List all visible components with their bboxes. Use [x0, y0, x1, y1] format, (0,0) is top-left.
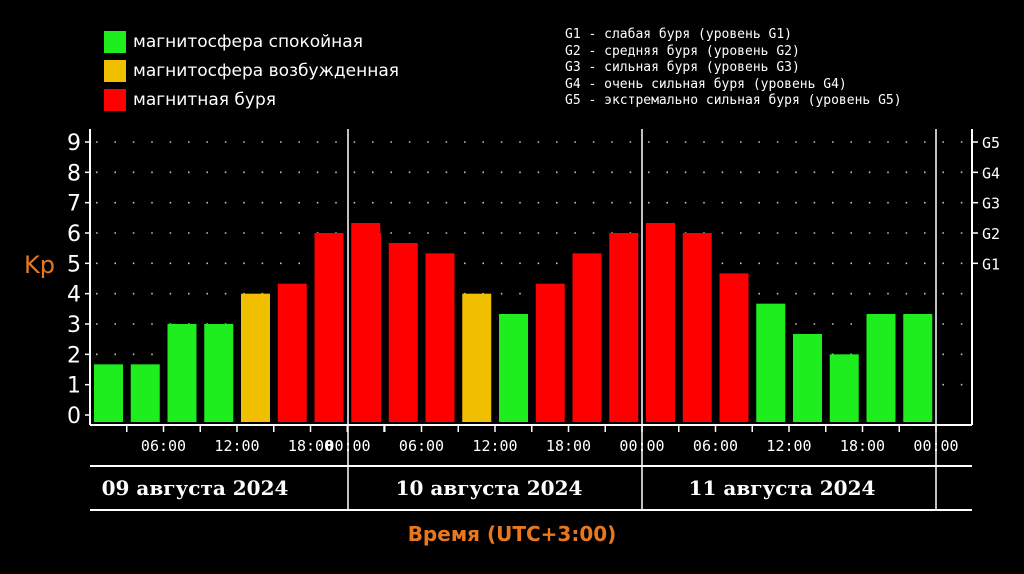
y-tick-label: 1	[67, 374, 81, 399]
storm-level-g4: G4 - очень сильная буря (уровень G4)	[565, 76, 847, 92]
g-level-label: G3	[982, 195, 1000, 213]
kp-bar	[130, 364, 160, 422]
kp-bar	[719, 273, 749, 422]
y-tick-label: 8	[67, 161, 81, 186]
y-tick-label: 6	[67, 222, 81, 247]
y-tick-label: 5	[67, 252, 81, 277]
legend-label-quiet: магнитосфера спокойная	[133, 31, 363, 52]
kp-bar	[94, 364, 123, 422]
storm-level-g5: G5 - экстремально сильная буря (уровень …	[565, 93, 902, 108]
y-tick-label: 2	[67, 343, 81, 368]
x-tick-label: 18:00	[840, 437, 885, 455]
day-label: 09 августа 2024	[102, 476, 289, 500]
legend-item-storm: магнитная буря	[104, 85, 399, 114]
legend-swatch-active	[104, 59, 126, 82]
legend-label-active: магнитосфера возбужденная	[133, 60, 399, 81]
kp-bar	[903, 313, 933, 422]
x-tick-label: 06:00	[399, 437, 444, 455]
y-tick-label: 4	[67, 283, 81, 308]
day-label: 11 августа 2024	[689, 476, 876, 500]
g-level-label: G2	[982, 225, 1000, 243]
kp-bar	[388, 243, 418, 422]
legend-label-storm: магнитная буря	[133, 89, 276, 110]
legend-swatch-storm	[104, 88, 126, 111]
kp-bar	[277, 283, 307, 422]
kp-bar	[829, 354, 859, 422]
storm-level-g2: G2 - средняя буря (уровень G2)	[565, 43, 800, 59]
g-level-label: G1	[982, 255, 1000, 273]
x-tick-label: 12:00	[766, 437, 811, 455]
x-tick-label: 18:00	[288, 437, 333, 455]
kp-bar	[462, 293, 492, 422]
legend-swatch-quiet	[104, 30, 126, 53]
kp-bar	[572, 253, 602, 422]
x-tick-label: 06:00	[141, 437, 186, 455]
x-tick-label: 00:00	[913, 437, 958, 455]
kp-bar	[793, 334, 822, 422]
color-legend: магнитосфера спокойная магнитосфера возб…	[104, 27, 399, 114]
x-tick-label: 12:00	[472, 437, 517, 455]
x-tick-label: 12:00	[214, 437, 259, 455]
storm-level-g3: G3 - сильная буря (уровень G3)	[565, 60, 800, 75]
kp-bar	[314, 233, 344, 422]
kp-bar	[646, 222, 675, 422]
y-tick-label: 7	[67, 192, 81, 217]
kp-bar	[866, 313, 896, 422]
day-label: 10 августа 2024	[396, 476, 583, 500]
g-level-label: G4	[982, 164, 1000, 182]
kp-bar	[167, 324, 197, 422]
storm-level-g1: G1 - слабая буря (уровень G1)	[565, 27, 792, 42]
g-level-label: G5	[982, 134, 1000, 152]
y-tick-label: 3	[67, 313, 81, 338]
kp-bar	[499, 313, 528, 422]
legend-item-active: магнитосфера возбужденная	[104, 56, 399, 85]
y-axis-title: Kp	[24, 251, 55, 279]
y-tick-label: 0	[67, 404, 81, 429]
storm-level-legend: G1 - слабая буря (уровень G1) G2 - средн…	[565, 27, 902, 110]
y-tick-label: 9	[67, 131, 81, 156]
legend-item-quiet: магнитосфера спокойная	[104, 27, 399, 56]
x-axis-title: Время (UTC+3:00)	[407, 522, 617, 546]
kp-bar	[352, 233, 381, 422]
x-tick-label: 00:00	[619, 437, 664, 455]
kp-bar	[535, 283, 565, 422]
kp-bar	[425, 253, 455, 422]
x-tick-label: 00:00	[325, 437, 370, 455]
x-tick-label: 18:00	[546, 437, 591, 455]
kp-bar	[682, 233, 712, 422]
x-tick-label: 06:00	[693, 437, 738, 455]
kp-bar	[756, 303, 786, 422]
kp-bar	[609, 233, 639, 422]
kp-bar	[204, 324, 234, 422]
kp-bar	[241, 293, 270, 422]
